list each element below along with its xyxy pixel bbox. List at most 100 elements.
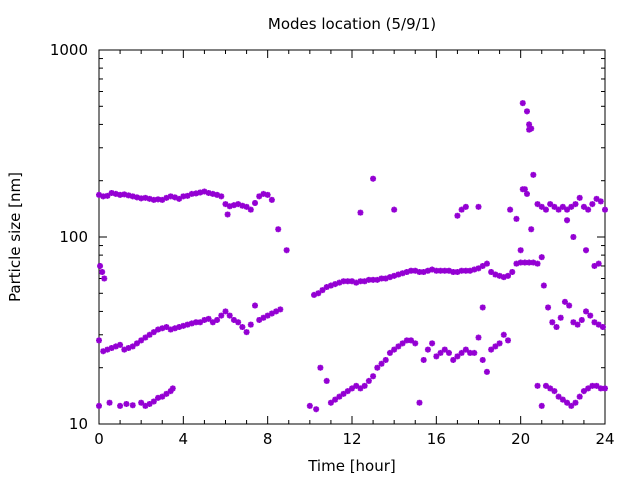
data-point [583,247,590,254]
data-point [553,324,560,331]
data-point [597,385,604,392]
data-point [496,340,503,347]
data-point [264,191,271,198]
data-point [441,267,448,274]
data-point [416,399,423,406]
data-point [283,247,290,254]
data-point [450,268,457,275]
data-point [100,348,107,355]
data-point [517,247,524,254]
data-point [222,201,229,208]
data-point [353,382,360,389]
data-point [201,316,208,323]
data-point [412,340,419,347]
data-point [513,260,520,267]
data-point [100,193,107,200]
data-point [129,343,136,350]
data-point [475,203,482,210]
x-tick-label: 12 [342,430,361,448]
data-point [534,201,541,208]
data-point [260,190,267,197]
data-point [188,320,195,327]
data-point [585,385,592,392]
data-point [197,319,204,326]
y-tick-label: 100 [59,228,88,246]
data-point [167,388,174,395]
data-point [500,331,507,338]
data-point [222,308,229,315]
x-tick-label: 20 [511,430,530,448]
data-point [475,265,482,272]
data-point [429,340,436,347]
data-point [479,356,486,363]
data-point [483,260,490,267]
data-point [146,195,153,202]
data-point [462,267,469,274]
data-point [121,346,128,353]
data-point [378,360,385,367]
data-point [332,396,339,403]
data-point [445,267,452,274]
plot-frame [98,49,606,425]
data-point [462,203,469,210]
x-tick-label: 4 [179,430,189,448]
data-point [108,344,115,351]
data-point [121,191,128,198]
data-point [184,192,191,199]
data-point [327,399,334,406]
data-point [467,349,474,356]
data-point [602,206,608,213]
data-point [159,325,166,332]
data-point [357,385,364,392]
data-point [117,191,124,198]
data-point [566,302,573,309]
data-point [268,310,275,317]
data-point [349,278,355,285]
data-point [239,202,246,209]
y-axis-label: Particle size [nm] [6,172,24,302]
data-point [112,343,119,350]
data-point [564,217,571,224]
data-point [146,400,153,407]
data-point [519,100,526,107]
data-point [589,201,596,208]
data-point [142,334,149,341]
data-point [218,193,225,200]
data-point [450,356,457,363]
data-points [96,100,608,413]
data-point [587,312,594,319]
data-point [555,206,562,213]
data-point [479,262,486,269]
data-point [205,315,212,322]
data-point [526,126,533,133]
data-point [214,316,221,323]
data-point [357,209,364,216]
data-point [454,212,461,219]
data-point [176,195,183,202]
data-point [353,279,360,286]
data-point [538,254,545,261]
data-point [471,349,478,356]
data-point [315,290,322,297]
x-tick-label: 0 [94,430,104,448]
data-point [260,314,267,321]
data-point [382,275,389,282]
data-point [317,364,324,371]
data-point [523,108,530,115]
data-point [445,349,452,356]
data-point [129,193,136,200]
data-point [545,304,552,311]
data-point [557,314,564,321]
data-point [370,373,377,380]
data-point [197,189,204,196]
data-point [176,324,183,331]
data-point [542,382,549,389]
data-point [340,390,347,397]
data-point [163,194,170,201]
data-point [214,191,221,198]
data-point [420,356,427,363]
data-point [528,226,535,233]
data-point [226,203,233,210]
data-point [138,195,145,202]
